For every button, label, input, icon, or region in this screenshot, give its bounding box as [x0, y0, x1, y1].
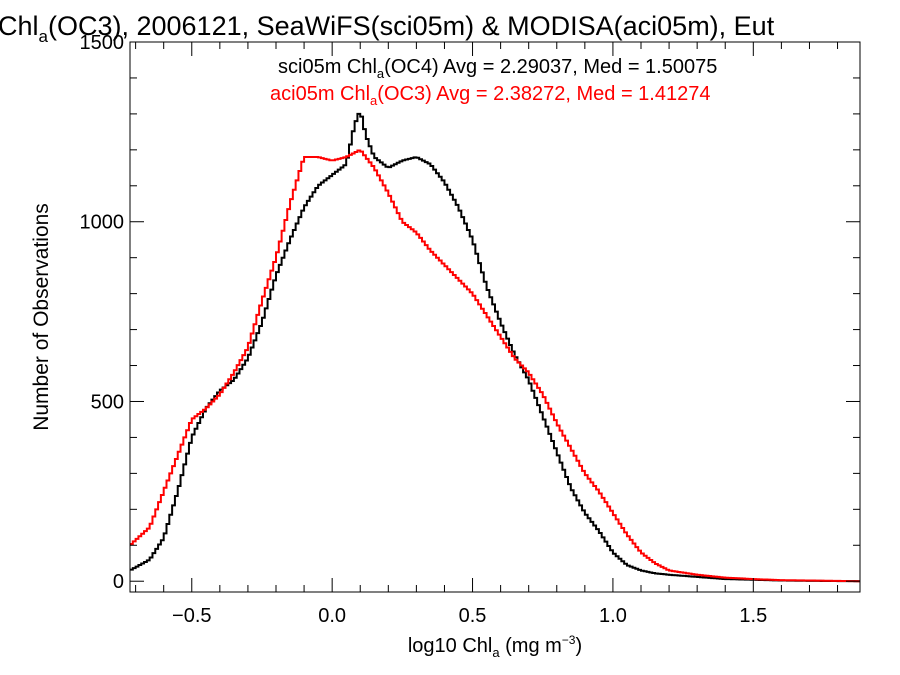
y-axis-label: Number of Observations: [30, 203, 53, 431]
legend-entry-aci05m: aci05m Chla(OC3) Avg = 2.38272, Med = 1.…: [270, 83, 710, 108]
legend-aci05m-rest: (OC3) Avg = 2.38272, Med = 1.41274: [377, 83, 710, 105]
y-tick-label-0: 0: [113, 571, 124, 593]
y-tick-label-3: 1500: [80, 32, 125, 54]
y-tick-label-2: 1000: [80, 212, 125, 234]
legend-aci05m-prefix: aci05m Chl: [270, 83, 370, 105]
x-axis-label-prefix: log10 Chl: [408, 635, 493, 657]
chart-title-rest: (OC3), 2006121, SeaWiFS(sci05m) & MODISA…: [48, 11, 775, 41]
x-axis-label-sub: a: [492, 645, 500, 660]
legend-sci05m-sub: a: [377, 66, 385, 81]
chart-title: Chla(OC3), 2006121, SeaWiFS(sci05m) & MO…: [0, 11, 775, 46]
x-tick-label-0: −0.5: [172, 605, 211, 627]
x-axis-label-sup: −3: [562, 633, 576, 647]
chart-title-prefix: Chl: [0, 11, 39, 41]
x-axis-label-end: ): [575, 635, 582, 657]
series-line-sci05m: [130, 112, 860, 583]
chart-title-sub: a: [39, 27, 49, 46]
x-tick-label-2: 0.5: [459, 605, 487, 627]
series-line-aci05m: [130, 149, 860, 583]
legend-aci05m-sub: a: [370, 93, 378, 108]
x-tick-label-1: 0.0: [318, 605, 346, 627]
y-tick-label-1: 500: [91, 391, 124, 413]
legend-sci05m-prefix: sci05m Chl: [278, 56, 377, 78]
x-axis-label-mid: (mg m: [500, 635, 562, 657]
x-tick-label-3: 1.0: [599, 605, 627, 627]
legend-sci05m-rest: (OC4) Avg = 2.29037, Med = 1.50075: [384, 56, 717, 78]
plot-frame: [129, 41, 861, 593]
x-tick-label-4: 1.5: [739, 605, 767, 627]
legend-entry-sci05m: sci05m Chla(OC4) Avg = 2.29037, Med = 1.…: [278, 56, 717, 81]
x-axis-label: log10 Chla (mg m−3): [408, 633, 582, 660]
